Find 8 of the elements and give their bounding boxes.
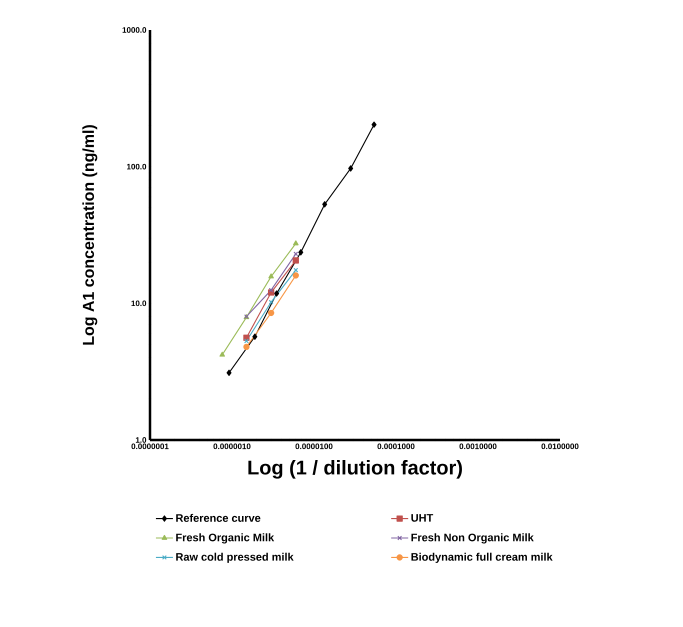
legend-label: Fresh Organic Milk (176, 533, 274, 544)
legend-label: Raw cold pressed milk (176, 552, 294, 563)
legend-label: UHT (411, 514, 434, 522)
x-axis-title: Log (1 / dilution factor) (248, 460, 462, 479)
legend-label: Fresh Non Organic Milk (411, 533, 534, 544)
legend-label: Biodynamic full cream milk (411, 552, 553, 563)
y-axis-title: Log A1 concentration (ng/ml) (82, 125, 98, 345)
legend-label: Reference curve (176, 514, 260, 522)
